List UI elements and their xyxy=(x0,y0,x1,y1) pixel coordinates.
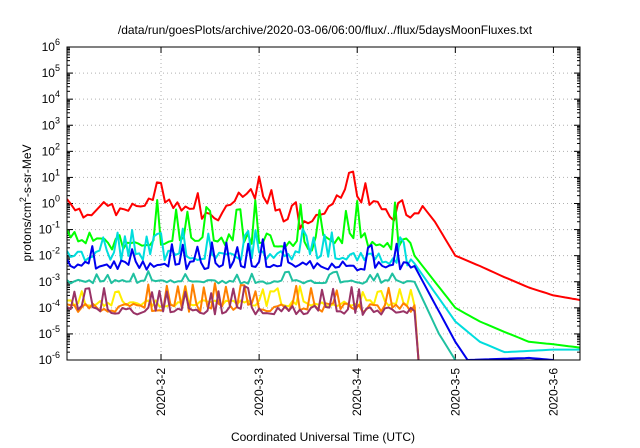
y-tick-label: 104 xyxy=(42,89,60,106)
grid xyxy=(67,46,580,361)
y-tick-label: 10-4 xyxy=(39,298,60,315)
series-group xyxy=(67,170,580,360)
y-tick-label-exp: -1 xyxy=(52,220,60,230)
series-line xyxy=(67,270,457,360)
x-tick-label: 2020-3-6 xyxy=(546,368,560,416)
y-tick-label: 106 xyxy=(42,37,60,54)
y-tick-label-base: 10 xyxy=(42,66,56,80)
y-tick-label: 101 xyxy=(42,167,60,184)
y-tick-label-exp: -6 xyxy=(52,350,60,360)
plot-frame xyxy=(66,46,581,361)
x-tick-label: 2020-3-5 xyxy=(448,368,462,416)
y-tick-label-base: 10 xyxy=(42,92,56,106)
y-tick-label-exp: 1 xyxy=(55,167,60,177)
y-tick-label-base: 10 xyxy=(42,170,56,184)
y-tick-label: 102 xyxy=(42,141,60,158)
y-tick-label-exp: 2 xyxy=(55,141,60,151)
series-line xyxy=(67,170,580,301)
y-tick-label-base: 10 xyxy=(42,118,56,132)
x-tick-label: 2020-3-2 xyxy=(154,368,168,416)
axes: 10-610-510-410-310-210-11001011021031041… xyxy=(39,37,580,416)
y-tick-label-exp: -2 xyxy=(52,246,60,256)
y-tick-label: 10-6 xyxy=(39,350,60,367)
x-axis-label: Coordinated Universal Time (UTC) xyxy=(231,430,415,444)
y-tick-label: 10-3 xyxy=(39,272,60,289)
series-line xyxy=(67,199,580,349)
x-tick-label: 2020-3-3 xyxy=(252,368,266,416)
y-tick-label-base: 10 xyxy=(39,275,53,289)
chart-title: /data/run/goesPlots/archive/2020-03-06/0… xyxy=(118,23,533,37)
y-tick-label-exp: 0 xyxy=(55,194,60,204)
y-tick-label: 10-2 xyxy=(39,246,60,263)
y-tick-label-base: 10 xyxy=(39,327,53,341)
y-tick-label-exp: 5 xyxy=(55,63,60,73)
y-axis-label-sup: 2 xyxy=(18,197,28,202)
y-tick-label: 100 xyxy=(42,194,60,211)
y-tick-label-base: 10 xyxy=(39,223,53,237)
y-tick-label-base: 10 xyxy=(42,197,56,211)
y-axis-label-tail: -s-sr-MeV xyxy=(20,144,34,197)
y-tick-label-exp: 3 xyxy=(55,115,60,125)
y-tick-label: 103 xyxy=(42,115,60,132)
y-tick-label-base: 10 xyxy=(39,301,53,315)
y-tick-label-base: 10 xyxy=(42,40,56,54)
series-line xyxy=(67,227,580,354)
y-tick-label: 10-1 xyxy=(39,220,60,237)
y-tick-label-base: 10 xyxy=(39,353,53,367)
y-tick-label-base: 10 xyxy=(39,249,53,263)
y-tick-label-exp: -4 xyxy=(52,298,60,308)
y-tick-label-exp: -5 xyxy=(52,324,60,334)
y-axis-label: protons/cm2-s-sr-MeV xyxy=(18,144,34,261)
x-tick-label: 2020-3-4 xyxy=(350,368,364,416)
series-line xyxy=(67,285,420,360)
series-line xyxy=(67,282,420,360)
y-tick-label-base: 10 xyxy=(42,144,56,158)
y-tick-label: 10-5 xyxy=(39,324,60,341)
y-tick-label: 105 xyxy=(42,63,60,80)
y-tick-label-exp: 6 xyxy=(55,37,60,47)
y-tick-label-exp: 4 xyxy=(55,89,60,99)
y-tick-label-exp: -3 xyxy=(52,272,60,282)
y-axis-label-base: protons/cm xyxy=(20,202,34,261)
